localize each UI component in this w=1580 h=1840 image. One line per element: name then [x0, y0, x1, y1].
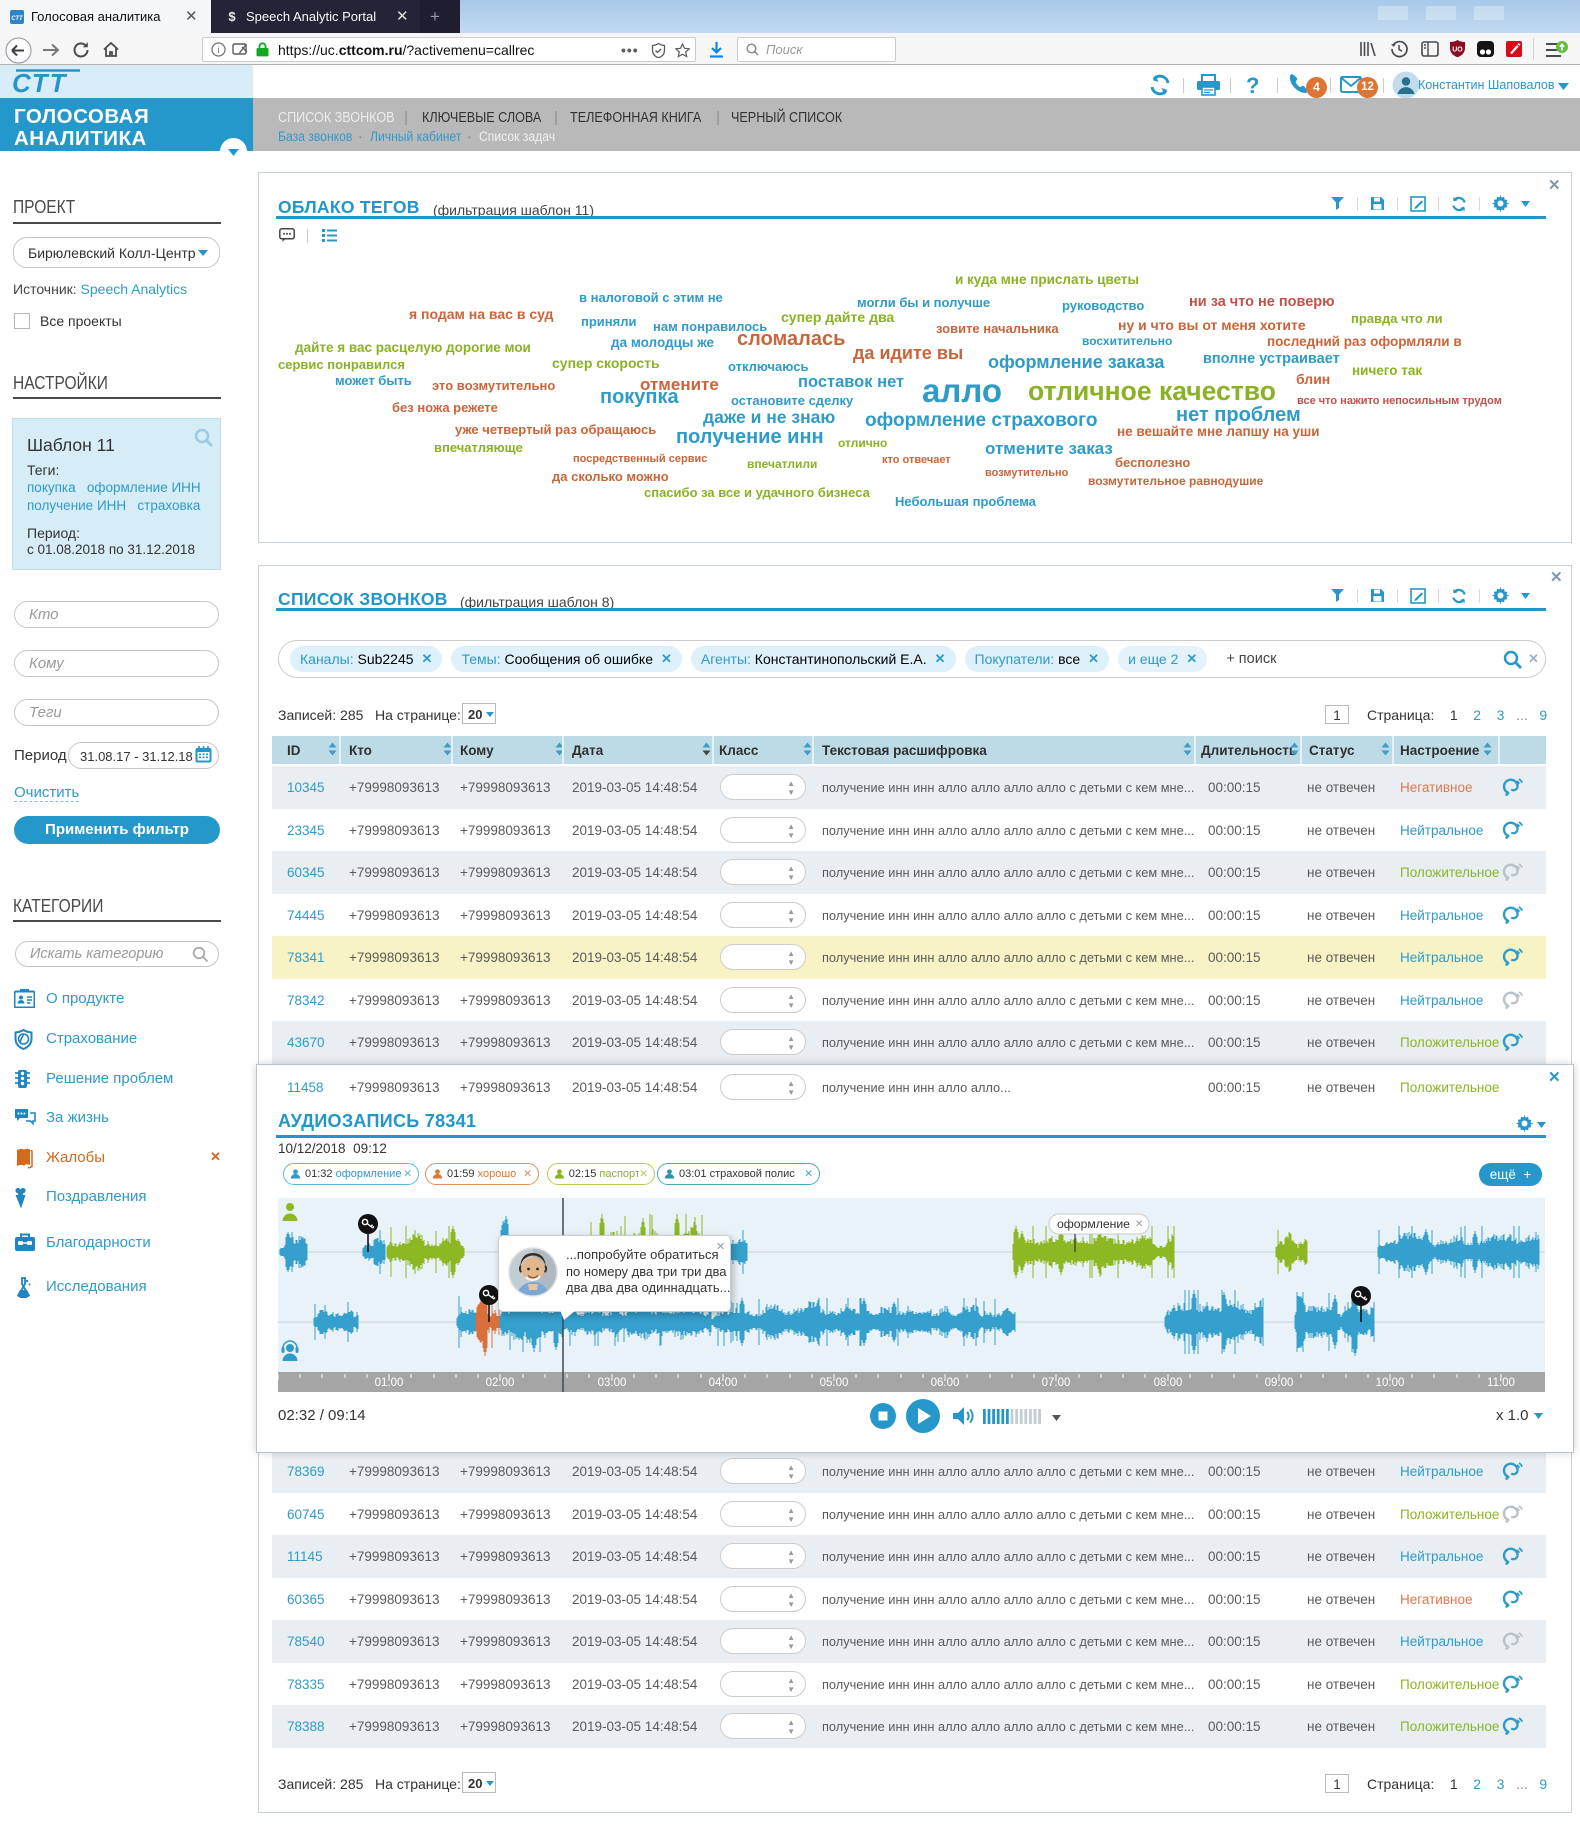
svg-text:$: $ [228, 9, 236, 24]
svg-text:СТТ: СТТ [11, 16, 24, 22]
svg-text:04:00: 04:00 [709, 1377, 738, 1389]
svg-text:08:00: 08:00 [1154, 1377, 1183, 1389]
svg-text:UO: UO [1452, 47, 1463, 54]
svg-text:оформление: оформление [1057, 1217, 1130, 1231]
svg-text:02:00: 02:00 [486, 1377, 515, 1389]
svg-text:01:00: 01:00 [375, 1377, 404, 1389]
svg-text:10:00: 10:00 [1376, 1377, 1405, 1389]
svg-text:06:00: 06:00 [931, 1377, 960, 1389]
svg-text:07:00: 07:00 [1042, 1377, 1071, 1389]
svg-text:03:00: 03:00 [598, 1377, 627, 1389]
svg-text:СТТ: СТТ [12, 68, 68, 96]
svg-text:09:00: 09:00 [1265, 1377, 1294, 1389]
svg-text:05:00: 05:00 [820, 1377, 849, 1389]
svg-text:i: i [218, 45, 220, 55]
svg-text:✕: ✕ [1135, 1219, 1143, 1230]
svg-text:11:00: 11:00 [1487, 1377, 1515, 1389]
